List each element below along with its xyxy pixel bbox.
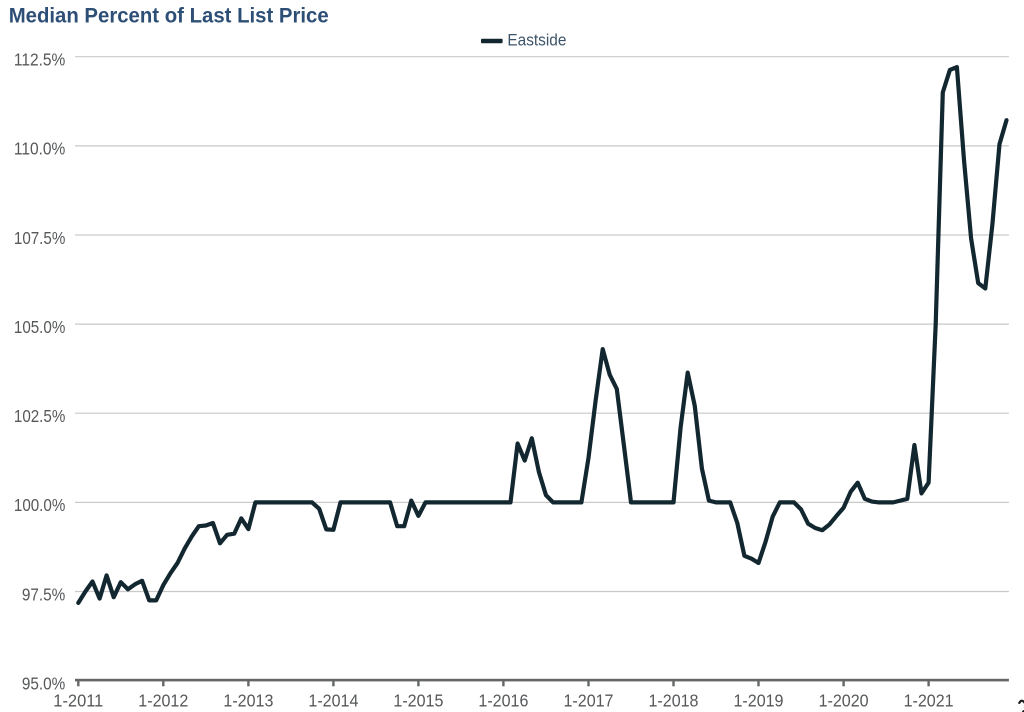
svg-text:100.0%: 100.0% bbox=[14, 495, 65, 515]
svg-text:1-2014: 1-2014 bbox=[308, 690, 358, 710]
svg-text:1-2011: 1-2011 bbox=[53, 690, 103, 710]
svg-text:Median Percent of Last List Pr: Median Percent of Last List Price bbox=[9, 5, 329, 28]
svg-text:95.0%: 95.0% bbox=[22, 673, 65, 693]
svg-text:1-2016: 1-2016 bbox=[478, 690, 528, 710]
svg-text:1-2015: 1-2015 bbox=[393, 690, 443, 710]
svg-text:107.5%: 107.5% bbox=[14, 228, 65, 248]
svg-text:1-2021: 1-2021 bbox=[904, 690, 954, 710]
svg-text:1-2012: 1-2012 bbox=[138, 690, 188, 710]
svg-text:Eastside: Eastside bbox=[507, 32, 566, 50]
svg-text:110.0%: 110.0% bbox=[14, 139, 65, 159]
svg-text:1-2020: 1-2020 bbox=[819, 690, 869, 710]
svg-text:1-2013: 1-2013 bbox=[223, 690, 273, 710]
svg-text:102.5%: 102.5% bbox=[14, 406, 65, 426]
svg-text:97.5%: 97.5% bbox=[22, 584, 65, 604]
svg-text:1-2017: 1-2017 bbox=[564, 690, 614, 710]
svg-text:112.5%: 112.5% bbox=[14, 50, 65, 70]
svg-text:1-2018: 1-2018 bbox=[649, 690, 699, 710]
svg-text:1-2019: 1-2019 bbox=[734, 690, 784, 710]
svg-text:105.0%: 105.0% bbox=[14, 317, 65, 337]
